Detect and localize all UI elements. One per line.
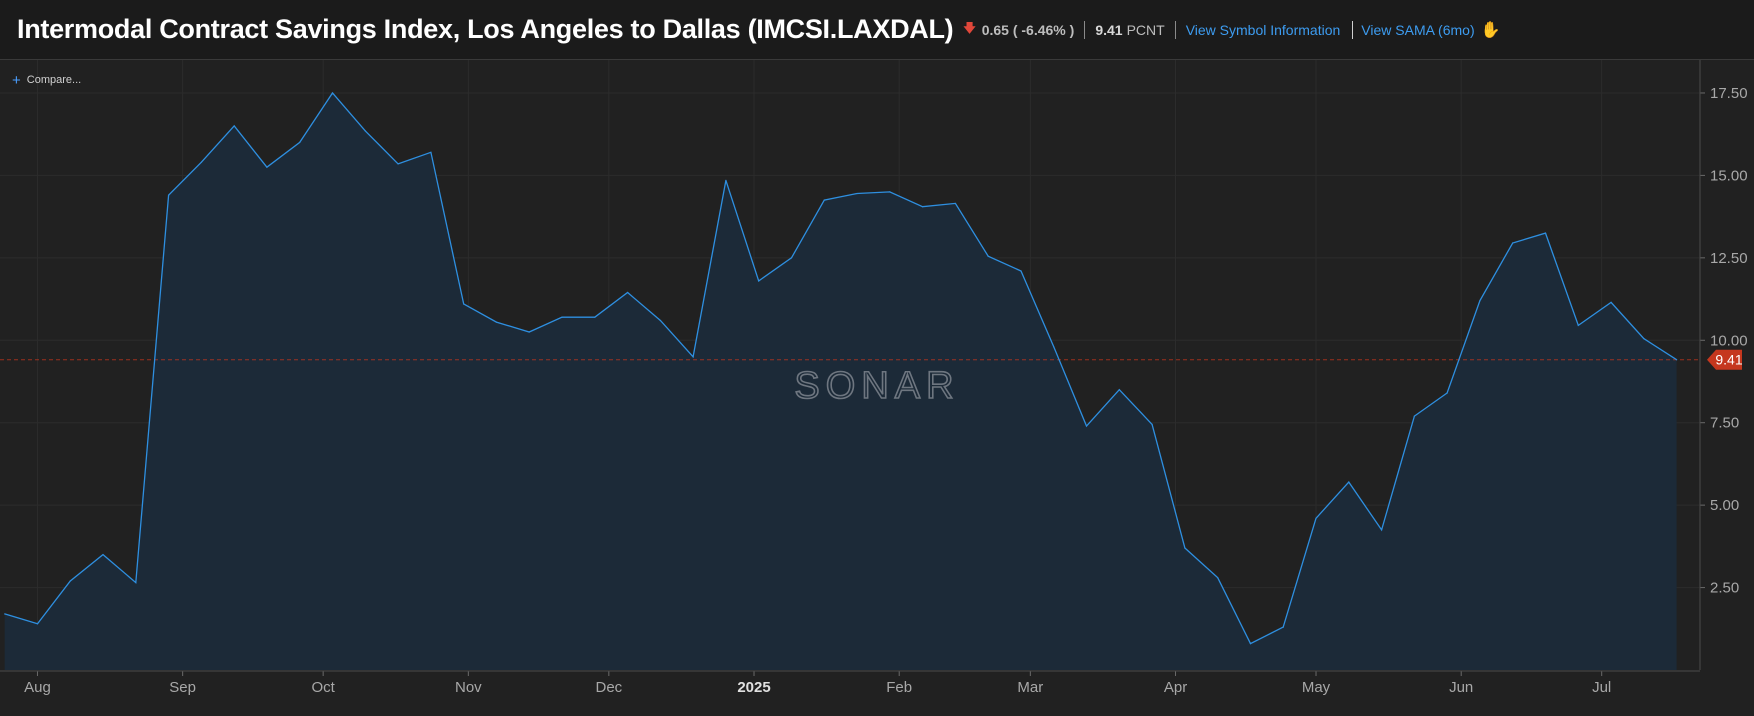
data-point	[168, 194, 170, 196]
chart-title: Intermodal Contract Savings Index, Los A…	[17, 14, 954, 44]
divider	[1084, 20, 1086, 39]
data-point	[1053, 346, 1055, 348]
data-point	[692, 356, 694, 358]
series-area	[4, 93, 1677, 670]
data-point	[364, 130, 366, 132]
data-point	[1380, 529, 1383, 531]
data-point	[36, 623, 39, 625]
y-tick-label: 10.00	[1710, 332, 1748, 349]
data-point	[1315, 517, 1317, 519]
data-point	[1020, 270, 1022, 272]
y-tick-label: 2.50	[1710, 580, 1739, 597]
data-point	[495, 321, 498, 323]
data-point	[1217, 577, 1219, 579]
data-point	[954, 202, 957, 205]
data-point	[69, 580, 71, 582]
view-sama-link[interactable]: View SAMA (6mo)	[1361, 21, 1475, 38]
sonar-watermark: SONAR	[794, 365, 959, 407]
y-tick-label: 7.50	[1710, 415, 1739, 432]
compare-button[interactable]: + Compare...	[12, 71, 82, 89]
data-point	[922, 206, 924, 208]
data-point	[200, 161, 202, 163]
data-point	[266, 166, 268, 168]
y-tick-label: 17.50	[1710, 85, 1748, 102]
chart-header: Intermodal Contract Savings Index, Los A…	[0, 0, 1754, 60]
x-tick-label: Jul	[1592, 679, 1611, 696]
data-point	[987, 255, 989, 257]
x-tick-label: Sep	[169, 679, 196, 696]
data-point	[725, 179, 727, 181]
view-symbol-info-link[interactable]: View Symbol Information	[1185, 21, 1341, 38]
data-point	[1282, 626, 1284, 628]
price-change-text: 0.65 ( -6.46% )	[981, 21, 1075, 38]
chart-hand-icon[interactable]: ✋	[1480, 21, 1501, 39]
data-points	[4, 92, 1678, 645]
data-point	[1085, 425, 1088, 427]
x-tick-label: Apr	[1164, 679, 1187, 696]
data-point	[528, 331, 530, 333]
chart-svg[interactable]: SONAR 2.50 5.00 7.50 10.00 12.50 15.00 17.50 A…	[0, 60, 1754, 711]
x-tick-label: Mar	[1017, 679, 1043, 696]
x-tick-label: Aug	[24, 679, 51, 696]
x-tick-label: Jun	[1449, 679, 1473, 696]
data-point	[102, 553, 104, 556]
data-point	[758, 280, 760, 282]
data-point	[561, 316, 563, 318]
data-point	[1348, 481, 1350, 483]
data-point	[1446, 392, 1448, 394]
x-axis: Aug Sep Oct Nov Dec 2025 Feb Mar Apr May Jun Jul	[24, 671, 1611, 696]
data-point	[659, 319, 661, 322]
x-tick-label: Oct	[311, 679, 335, 696]
last-value-badge: 9.41	[1707, 349, 1743, 370]
data-point	[1151, 423, 1153, 425]
data-point	[1643, 338, 1645, 340]
data-point	[1118, 389, 1120, 391]
data-point	[856, 192, 858, 195]
x-tick-label: Feb	[886, 679, 912, 696]
x-tick-label: Nov	[455, 679, 482, 696]
data-point	[463, 303, 465, 305]
data-point	[1184, 547, 1186, 549]
data-point	[889, 191, 891, 193]
data-point	[1610, 301, 1612, 303]
value-unit: PCNT	[1126, 21, 1165, 38]
x-tick-label: May	[1302, 679, 1331, 696]
chart-area[interactable]: SONAR 2.50 5.00 7.50 10.00 12.50 15.00 17.50 A…	[0, 60, 1754, 711]
data-point	[233, 125, 235, 127]
data-point	[1413, 415, 1415, 417]
price-change: 🡇 0.65 ( -6.46% )	[963, 19, 1074, 40]
data-point	[1249, 643, 1252, 645]
data-point	[1512, 242, 1514, 244]
current-value: 9.41	[1095, 21, 1123, 38]
data-point	[4, 613, 6, 615]
data-point	[1577, 324, 1579, 327]
data-point	[790, 257, 793, 259]
last-value-badge-bg	[1707, 349, 1742, 370]
arrow-down-icon: 🡇	[963, 21, 976, 35]
divider	[1352, 20, 1354, 39]
series-line	[4, 91, 1677, 645]
data-point	[135, 582, 137, 584]
x-tick-label: 2025	[737, 679, 770, 696]
x-tick-label: Dec	[595, 679, 622, 696]
data-point	[823, 199, 825, 201]
compare-label: Compare...	[26, 74, 82, 86]
last-value-badge-text: 9.41	[1715, 352, 1742, 368]
y-axis: 2.50 5.00 7.50 10.00 12.50 15.00 17.50	[1700, 85, 1748, 597]
data-point	[626, 291, 629, 294]
y-tick-label: 5.00	[1710, 497, 1739, 514]
plus-icon: +	[12, 71, 21, 89]
data-point	[430, 151, 432, 153]
divider	[1174, 20, 1176, 39]
data-point	[331, 92, 334, 94]
data-point	[299, 141, 301, 144]
data-point	[1479, 300, 1481, 302]
data-point	[594, 316, 596, 318]
data-point	[1676, 359, 1678, 361]
data-point	[397, 163, 399, 165]
y-tick-label: 15.00	[1710, 167, 1748, 184]
y-tick-label: 12.50	[1710, 250, 1748, 267]
data-point	[1544, 232, 1547, 234]
